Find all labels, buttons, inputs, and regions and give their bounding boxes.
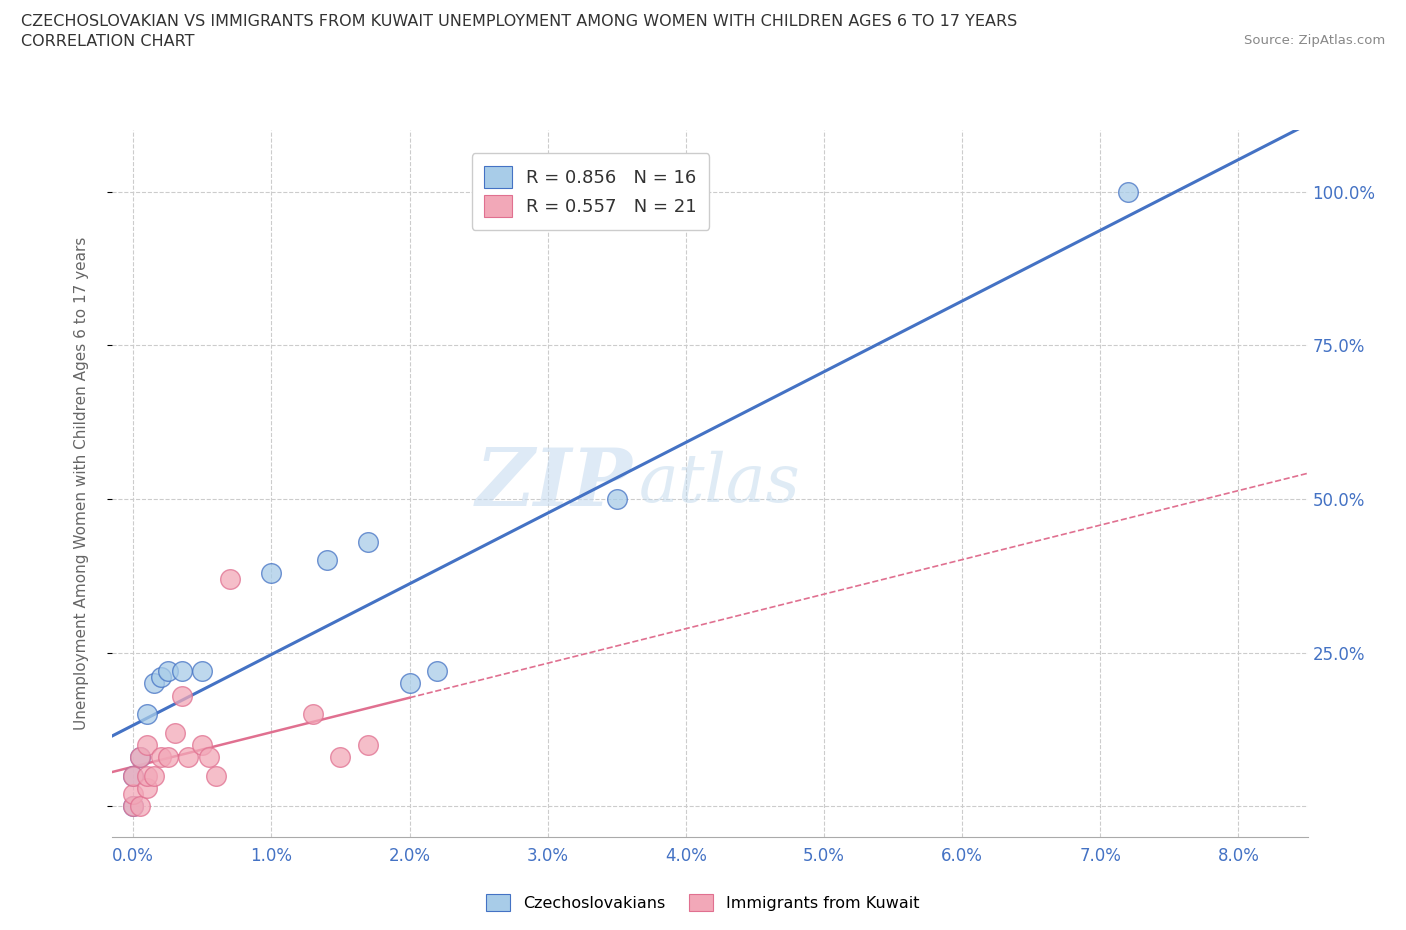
Point (136, 707, 159, 722)
Point (122, 799, 145, 814)
Point (149, 670, 172, 684)
Text: atlas: atlas (638, 451, 800, 516)
Text: Source: ZipAtlas.com: Source: ZipAtlas.com (1244, 34, 1385, 47)
Point (198, 750, 221, 764)
Point (301, 707, 323, 722)
Point (149, 750, 172, 764)
Point (260, 565, 283, 580)
Point (170, 664, 193, 679)
Point (122, 799, 145, 814)
Point (156, 664, 179, 679)
Point (163, 725, 186, 740)
Text: CZECHOSLOVAKIAN VS IMMIGRANTS FROM KUWAIT UNEMPLOYMENT AMONG WOMEN WITH CHILDREN: CZECHOSLOVAKIAN VS IMMIGRANTS FROM KUWAI… (21, 14, 1018, 29)
Point (122, 787, 145, 802)
Point (177, 750, 200, 764)
Point (357, 535, 380, 550)
Text: CORRELATION CHART: CORRELATION CHART (21, 34, 194, 49)
Point (606, 492, 628, 507)
Point (315, 553, 337, 568)
Point (170, 688, 193, 703)
Point (357, 737, 380, 752)
Point (129, 799, 152, 814)
Point (136, 780, 159, 795)
Point (142, 676, 165, 691)
Point (142, 768, 165, 783)
Point (1116, 184, 1139, 199)
Legend: Czechoslovakians, Immigrants from Kuwait: Czechoslovakians, Immigrants from Kuwait (479, 888, 927, 917)
Point (129, 750, 152, 764)
Point (219, 571, 242, 586)
Point (191, 737, 214, 752)
Legend: R = 0.856   N = 16, R = 0.557   N = 21: R = 0.856 N = 16, R = 0.557 N = 21 (472, 153, 709, 230)
Point (129, 750, 152, 764)
Text: ZIP: ZIP (475, 445, 633, 523)
Point (191, 664, 214, 679)
Point (136, 768, 159, 783)
Point (426, 664, 449, 679)
Point (156, 750, 179, 764)
Point (136, 737, 159, 752)
Point (398, 676, 420, 691)
Point (122, 768, 145, 783)
Y-axis label: Unemployment Among Women with Children Ages 6 to 17 years: Unemployment Among Women with Children A… (75, 237, 89, 730)
Point (122, 768, 145, 783)
Point (205, 768, 228, 783)
Point (329, 750, 352, 764)
